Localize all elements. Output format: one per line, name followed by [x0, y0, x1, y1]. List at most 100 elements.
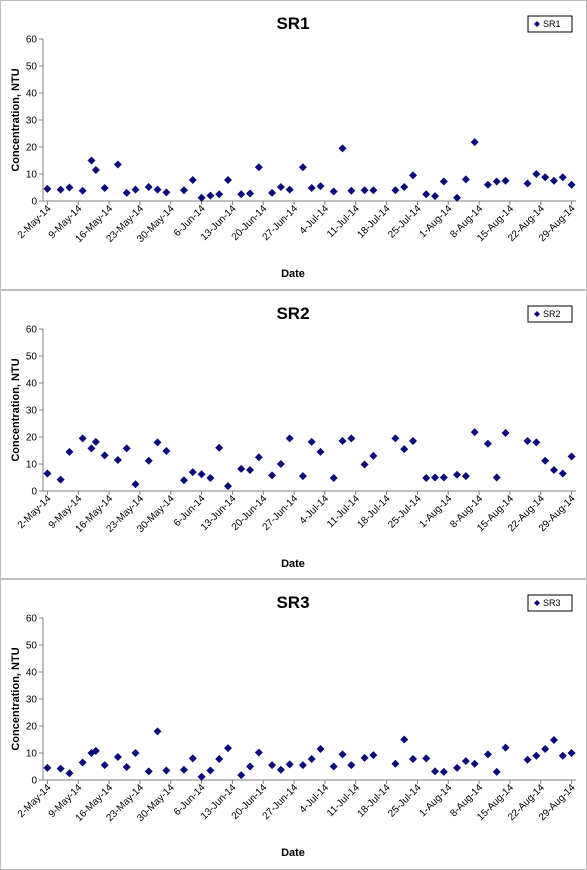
data-point [347, 761, 356, 770]
data-point [56, 185, 65, 194]
data-point [400, 735, 409, 744]
data-point [179, 765, 188, 774]
data-point [470, 759, 479, 768]
data-point [276, 765, 285, 774]
data-point [316, 182, 325, 191]
data-point [100, 451, 109, 460]
data-point [391, 434, 400, 443]
data-point [237, 190, 246, 199]
data-point [298, 472, 307, 481]
data-point [307, 754, 316, 763]
data-point [431, 192, 440, 201]
data-point [422, 190, 431, 199]
data-point [523, 179, 532, 188]
data-point [329, 762, 338, 771]
data-point [144, 456, 153, 465]
data-point [541, 173, 550, 182]
data-point [329, 474, 338, 483]
y-tick-label: 20 [26, 433, 38, 444]
data-point [541, 744, 550, 753]
data-point [162, 447, 171, 456]
data-point [549, 736, 558, 745]
data-point [268, 761, 277, 770]
legend-box [527, 594, 573, 612]
data-point [338, 144, 347, 153]
legend-label: SR1 [543, 19, 561, 29]
data-point [113, 753, 122, 762]
data-point [254, 453, 263, 462]
chart-title: SR3 [276, 593, 309, 612]
x-axis-label: Date [281, 847, 305, 859]
data-point [215, 190, 224, 199]
data-point [276, 460, 285, 468]
data-point [197, 772, 206, 781]
data-point [131, 749, 140, 757]
data-point [153, 185, 162, 194]
data-point [197, 193, 206, 202]
legend-marker-icon [534, 600, 540, 606]
data-point [43, 763, 52, 772]
data-point [453, 763, 462, 772]
data-point [100, 184, 109, 193]
y-tick-label: 0 [31, 487, 37, 498]
data-point [285, 434, 294, 443]
y-axis-label: Concentration, NTU [10, 358, 22, 461]
data-point [113, 455, 122, 464]
data-point [470, 138, 479, 147]
data-point [43, 184, 52, 193]
data-point [338, 750, 347, 759]
data-point [206, 474, 215, 483]
data-point [215, 754, 224, 763]
data-point [162, 766, 171, 775]
data-point [224, 175, 233, 184]
data-point [369, 186, 378, 195]
data-point [439, 473, 448, 482]
y-tick-label: 60 [26, 35, 38, 46]
data-point [567, 749, 576, 757]
data-point [237, 771, 246, 780]
legend-label: SR3 [543, 598, 561, 608]
data-point [144, 182, 153, 191]
data-point [56, 764, 65, 773]
y-axis-label: Concentration, NTU [10, 68, 22, 171]
data-point [285, 185, 294, 194]
data-point [188, 468, 197, 477]
data-point [246, 189, 255, 198]
data-point [409, 754, 418, 763]
data-point [360, 460, 369, 469]
data-point [422, 474, 431, 483]
data-point [461, 472, 470, 481]
data-point [492, 767, 501, 776]
data-point [439, 767, 448, 776]
data-point [532, 751, 541, 760]
data-point [78, 758, 87, 767]
data-point [215, 443, 224, 452]
legend: SR2 [527, 305, 573, 323]
x-tick-label: 25-Jul-14 [386, 782, 424, 820]
data-point [254, 748, 263, 757]
data-point [188, 754, 197, 763]
legend-box [527, 305, 573, 323]
data-point [347, 434, 356, 443]
data-point [501, 428, 510, 437]
data-point [122, 188, 131, 197]
data-point [87, 156, 96, 165]
data-point [391, 186, 400, 195]
data-point [56, 475, 65, 484]
data-point [224, 482, 233, 491]
data-point [91, 746, 100, 755]
data-point [65, 447, 74, 456]
data-point [179, 476, 188, 485]
data-point [369, 751, 378, 760]
data-point [65, 183, 74, 192]
data-point [523, 437, 532, 446]
y-tick-label: 10 [26, 749, 38, 760]
data-point [144, 767, 153, 776]
data-point [307, 184, 316, 193]
data-point [347, 186, 356, 195]
chart-panel-sr1: SR1 Concentration, NTU 0 10 20 30 40 50 60 2-May-… [0, 0, 587, 290]
data-point [206, 191, 215, 200]
chart-title: SR2 [276, 304, 309, 323]
